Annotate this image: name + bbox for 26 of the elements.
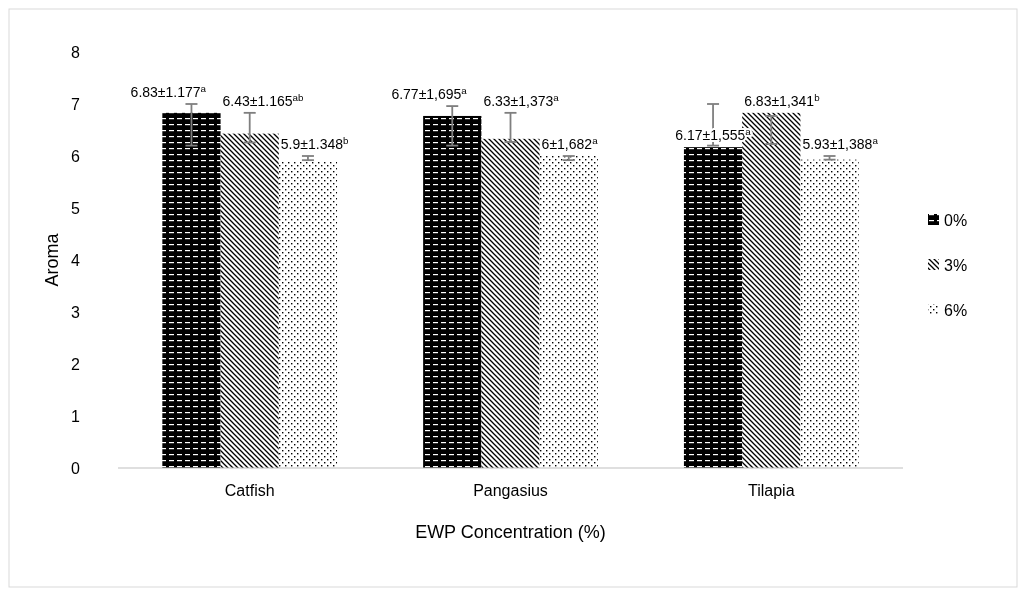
y-tick-label: 6 xyxy=(71,147,81,165)
data-label: 6.43±1.165$^{ab}$ xyxy=(222,91,304,109)
y-tick-label: 5 xyxy=(71,199,81,217)
data-label: 5.93±1,388$^{a}$ xyxy=(802,134,879,152)
data-label: 6.33±1,373$^{a}$ xyxy=(483,91,560,109)
data-label: 6.83±1.177$^{a}$ xyxy=(130,82,207,100)
y-tick-label: 7 xyxy=(71,95,81,113)
y-tick-label: 4 xyxy=(71,251,81,269)
x-tick-label: Catfish xyxy=(224,482,275,499)
y-axis-title: Aroma xyxy=(42,232,62,287)
data-label: 5.9±1.348$^{b}$ xyxy=(280,134,350,152)
legend-label: 6% xyxy=(944,301,968,319)
legend-label: 0% xyxy=(944,211,968,229)
x-tick-label: Tilapia xyxy=(748,482,795,499)
data-label: 6.17±1,555$^{a}$ xyxy=(675,125,752,144)
y-tick-label: 0 xyxy=(71,459,81,477)
x-tick-label: Pangasius xyxy=(473,482,548,499)
y-tick-label: 2 xyxy=(71,355,81,373)
x-axis-title: EWP Concentration (%) xyxy=(415,522,606,542)
data-label: 6.83±1,341$^{b}$ xyxy=(744,91,821,109)
y-tick-label: 3 xyxy=(71,303,81,321)
legend-label: 3% xyxy=(944,256,968,274)
y-tick-label: 1 xyxy=(71,407,81,425)
data-label: 6±1,682$^{a}$ xyxy=(541,134,599,152)
data-label: 6.77±1,695$^{a}$ xyxy=(391,84,468,103)
y-tick-label: 8 xyxy=(71,43,81,61)
